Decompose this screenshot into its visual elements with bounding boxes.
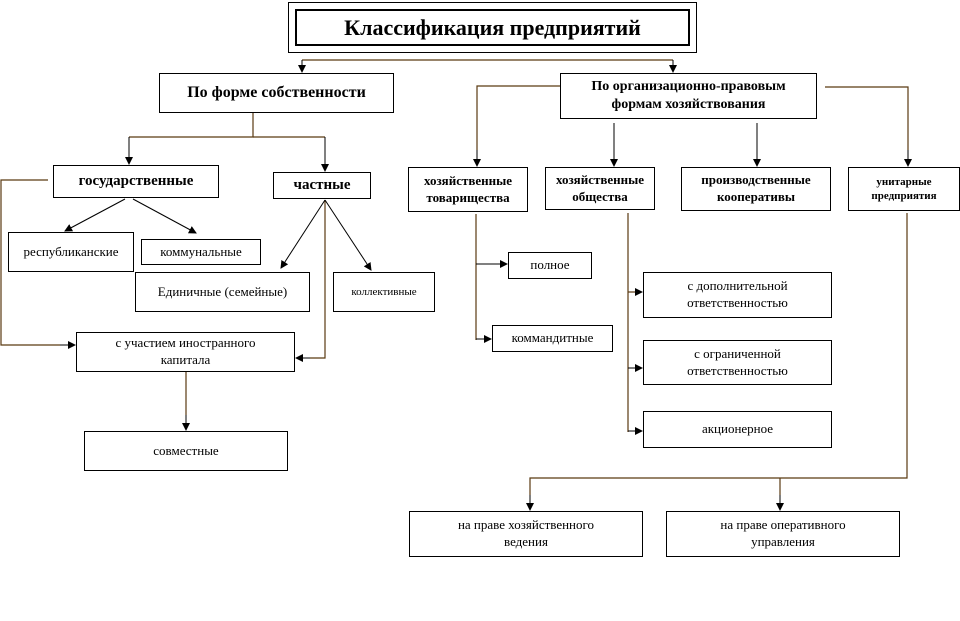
additional-liability-node: с дополнительной ответственностью	[643, 272, 832, 318]
title-box: Классификация предприятий	[288, 2, 697, 53]
collective-node: коллективные	[333, 272, 435, 312]
private-node: частные	[273, 172, 371, 199]
companies-node: хозяйственные общества	[545, 167, 655, 210]
cooperatives-node: производственные кооперативы	[681, 167, 831, 211]
limited-liability-node: с ограниченной ответственностью	[643, 340, 832, 385]
family-node: Единичные (семейные)	[135, 272, 310, 312]
foreign-capital-node: с участием иностранного капитала	[76, 332, 295, 372]
ownership-node: По форме собственности	[159, 73, 394, 113]
joint-stock-node: акционерное	[643, 411, 832, 448]
limited-partnership-node: коммандитные	[492, 325, 613, 352]
legal-form-node: По организационно-правовым формам хозяйс…	[560, 73, 817, 119]
communal-node: коммунальные	[141, 239, 261, 265]
republican-node: республиканские	[8, 232, 134, 272]
partnerships-node: хозяйственные товарищества	[408, 167, 528, 212]
diagram-title: Классификация предприятий	[295, 9, 690, 46]
state-node: государственные	[53, 165, 219, 198]
economic-management-node: на праве хозяйственного ведения	[409, 511, 643, 557]
unitary-node: унитарные предприятия	[848, 167, 960, 211]
joint-node: совместные	[84, 431, 288, 471]
full-partnership-node: полное	[508, 252, 592, 279]
operational-management-node: на праве оперативного управления	[666, 511, 900, 557]
